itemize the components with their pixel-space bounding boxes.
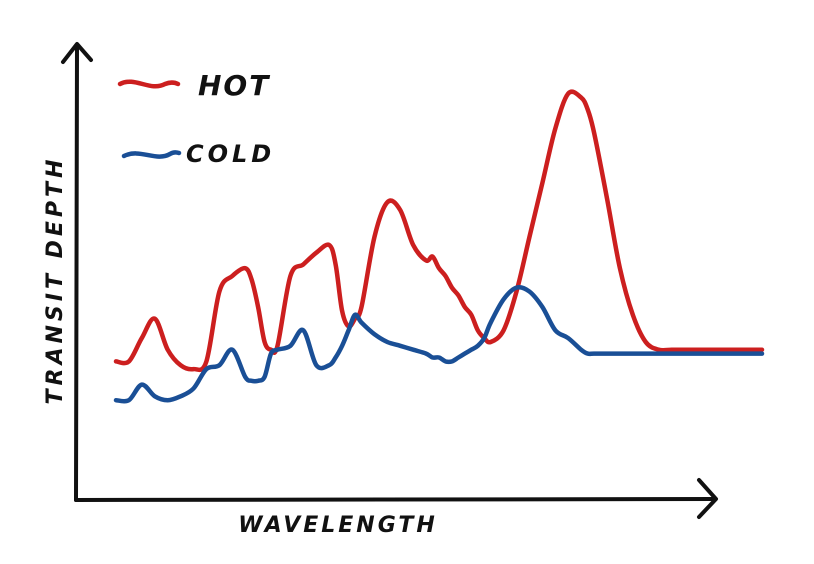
- chart-axes: [61, 42, 718, 519]
- series-line-hot: [113, 89, 765, 373]
- x-axis-line: [74, 497, 716, 502]
- legend-hot-label: HOT: [198, 69, 270, 102]
- series-line-cold: [113, 284, 765, 404]
- series-layer: [113, 89, 765, 404]
- y-axis-label: TRANSIT DEPTH: [43, 156, 68, 405]
- legend-cold-swatch: [121, 150, 182, 159]
- legend-cold-label: COLD: [186, 140, 275, 168]
- x-axis-arrow-head: [697, 478, 718, 519]
- legend-hot-swatch: [117, 79, 181, 89]
- y-axis-line: [74, 44, 79, 502]
- y-axis-arrow-head: [61, 42, 93, 64]
- x-axis-label: WAVELENGTH: [238, 513, 438, 538]
- chart-legend: HOT COLD: [117, 69, 275, 168]
